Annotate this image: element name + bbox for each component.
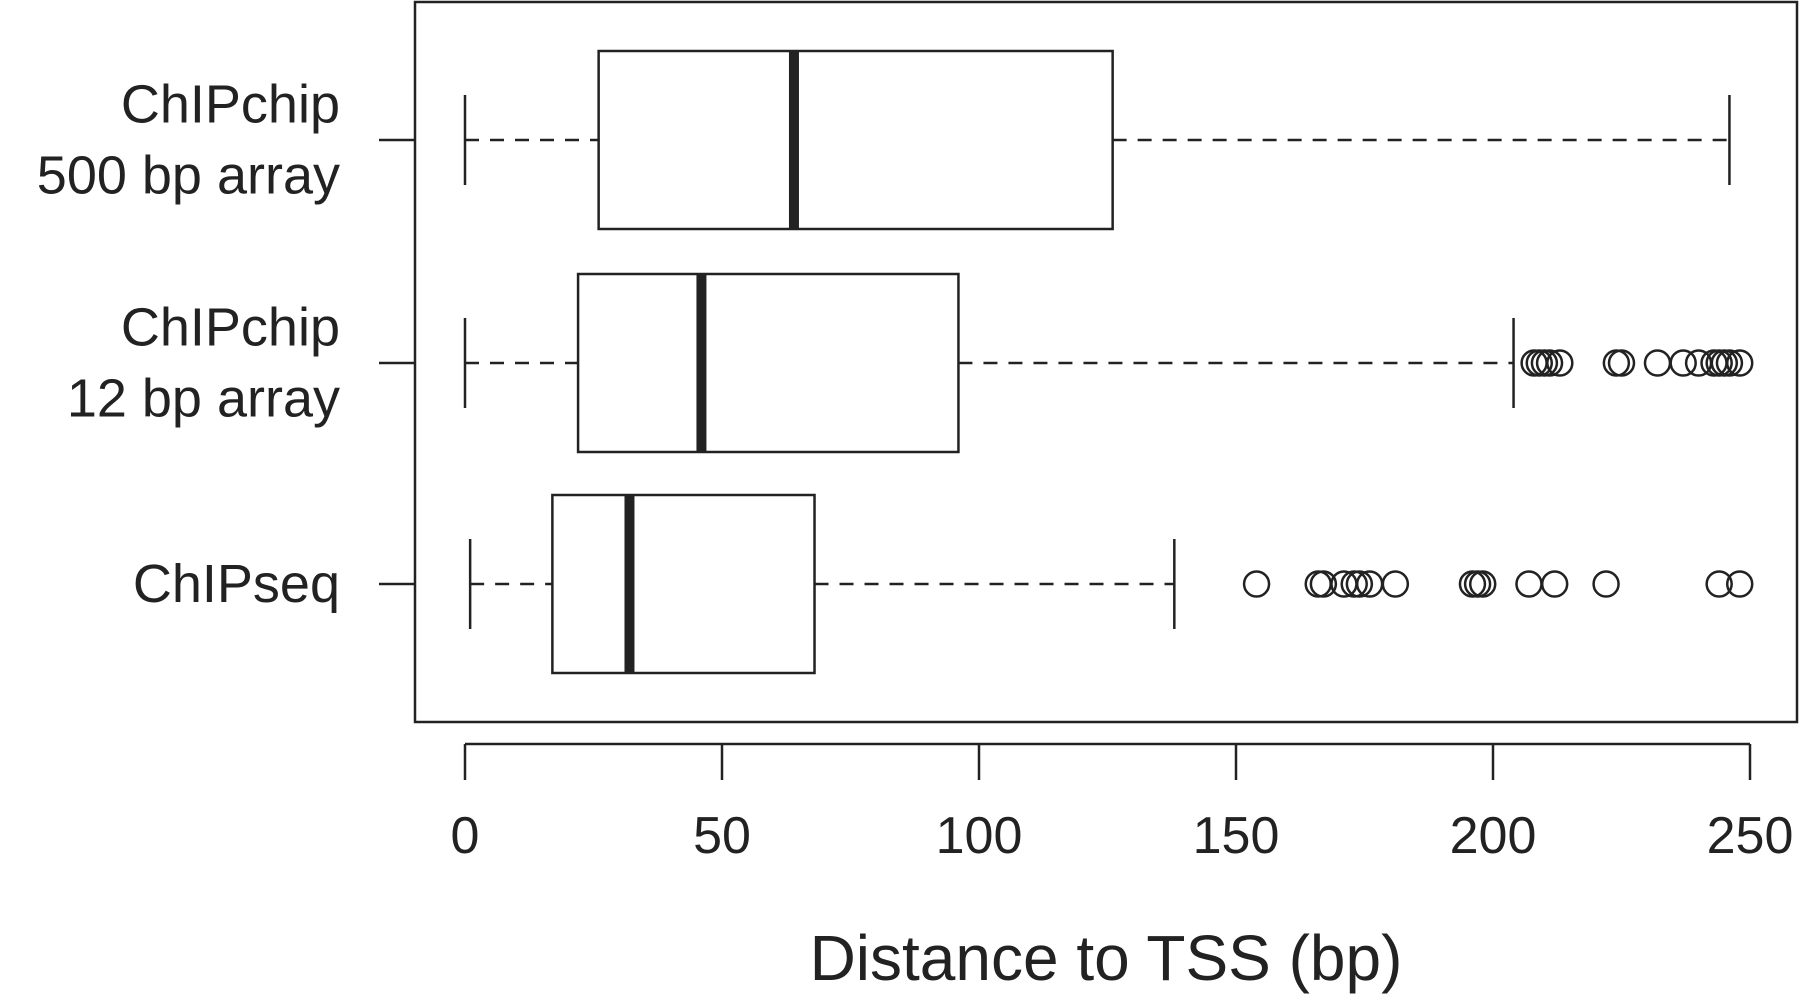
outlier-point bbox=[1540, 570, 1569, 598]
x-axis: 0 50 100 150 200 250 bbox=[451, 742, 1794, 865]
box-iqr bbox=[597, 49, 1114, 231]
outlier-point bbox=[1515, 570, 1543, 598]
box-iqr bbox=[576, 272, 960, 454]
category-label: 12 bp array bbox=[67, 369, 340, 429]
outlier-point bbox=[1725, 570, 1754, 598]
outlier-point bbox=[1546, 349, 1574, 377]
box-series-group bbox=[463, 49, 1754, 675]
box-series-1 bbox=[463, 49, 1731, 231]
outlier-point bbox=[1592, 570, 1620, 598]
outlier-point bbox=[1309, 570, 1338, 598]
outlier-point bbox=[1607, 349, 1636, 377]
outlier-point bbox=[1381, 570, 1410, 598]
category-label: ChIPchip bbox=[121, 75, 340, 135]
outlier-point bbox=[1725, 349, 1754, 377]
outlier-point bbox=[1304, 570, 1332, 598]
outlier-point bbox=[1345, 570, 1374, 598]
outlier-point bbox=[1463, 570, 1492, 598]
y-axis: ChIPchip 500 bp array ChIPchip 12 bp array C… bbox=[37, 75, 415, 614]
x-tick-label: 50 bbox=[693, 807, 751, 865]
box-series-3 bbox=[468, 493, 1754, 675]
outlier-point bbox=[1643, 349, 1672, 377]
box-series-2 bbox=[463, 272, 1754, 454]
outlier-point bbox=[1669, 349, 1697, 377]
outlier-point bbox=[1242, 570, 1271, 598]
x-axis-title: Distance to TSS (bp) bbox=[810, 922, 1403, 994]
x-tick-label: 200 bbox=[1450, 807, 1537, 865]
x-tick-label: 150 bbox=[1193, 807, 1280, 865]
x-tick-label: 250 bbox=[1707, 807, 1794, 865]
x-tick-label: 0 bbox=[451, 807, 480, 865]
outlier-point bbox=[1602, 349, 1631, 377]
x-tick-label: 100 bbox=[936, 807, 1023, 865]
box-iqr bbox=[551, 493, 816, 675]
outlier-point bbox=[1468, 570, 1497, 598]
outlier-point bbox=[1715, 349, 1744, 377]
outlier-point bbox=[1535, 349, 1564, 377]
outlier-point bbox=[1705, 570, 1733, 598]
category-label: 500 bp array bbox=[37, 146, 340, 206]
category-label: ChIPseq bbox=[133, 554, 340, 614]
category-label: ChIPchip bbox=[121, 298, 340, 358]
